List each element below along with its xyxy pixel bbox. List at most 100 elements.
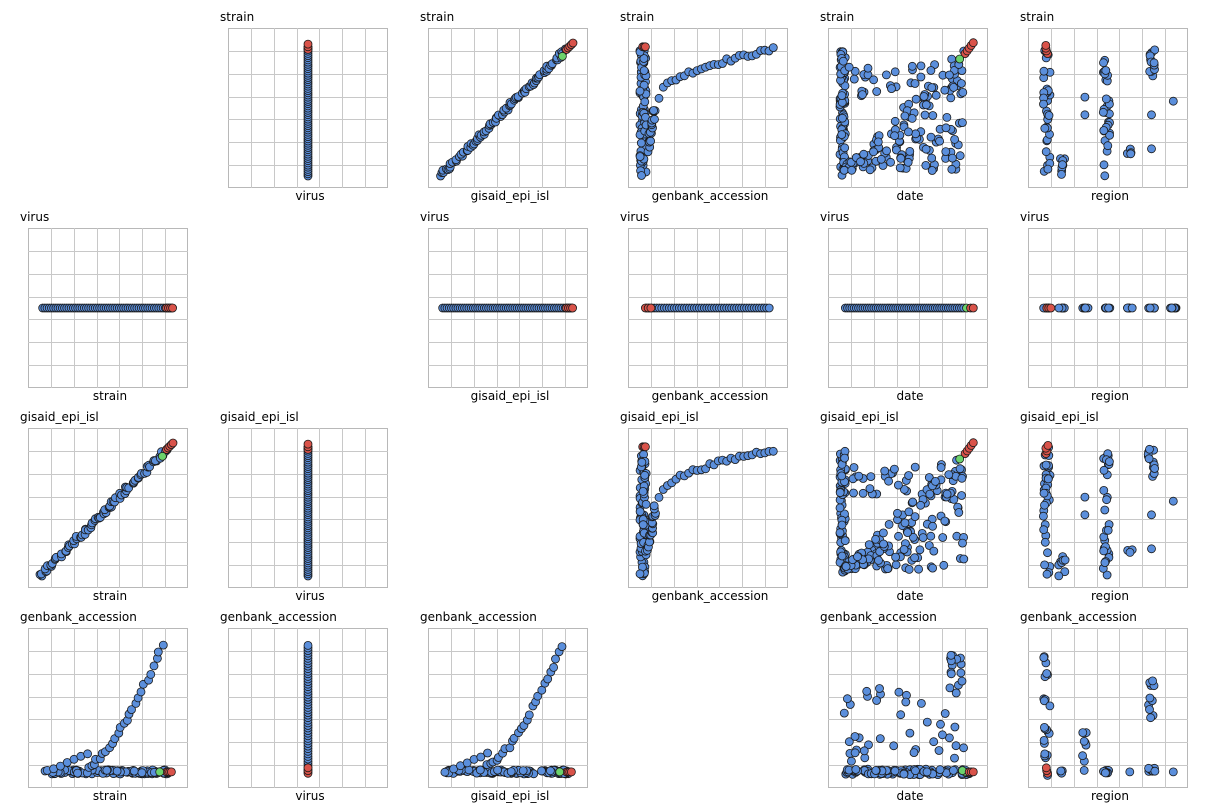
data-point [900, 518, 910, 528]
subplot-genbank_accession-vs-gisaid_epi_isl: genbank_accession gisaid_epi_isl [420, 608, 600, 808]
data-point [1043, 164, 1053, 174]
data-point [887, 84, 896, 93]
data-point [929, 546, 939, 556]
data-point [1147, 110, 1156, 120]
data-point [639, 80, 649, 90]
data-point [640, 97, 650, 107]
data-point [875, 684, 884, 693]
data-point [303, 640, 313, 650]
data-point [866, 472, 876, 481]
data-point [909, 748, 919, 757]
data-point [546, 766, 555, 776]
data-point [1099, 486, 1109, 495]
data-point [1099, 465, 1109, 475]
data-point [166, 767, 176, 777]
data-point [1039, 525, 1049, 535]
data-point [904, 564, 914, 574]
data-point [926, 531, 936, 541]
subplot-y-label: genbank_accession [420, 610, 537, 624]
data-point [875, 734, 885, 743]
data-point [638, 487, 648, 496]
plot-area [1028, 228, 1188, 388]
plot-area [628, 228, 788, 388]
data-point [958, 88, 968, 97]
data-point [440, 767, 450, 777]
data-point [555, 767, 565, 777]
data-point [1145, 705, 1154, 714]
data-point [957, 676, 967, 686]
subplot-x-label: genbank_accession [651, 189, 769, 203]
data-point [851, 765, 861, 774]
data-point [853, 552, 862, 562]
data-point [127, 705, 136, 714]
data-point [518, 766, 528, 776]
data-point [882, 70, 891, 80]
data-point [840, 536, 850, 546]
data-point [954, 508, 964, 517]
data-point [635, 569, 645, 579]
data-point [639, 54, 649, 63]
data-point [1099, 126, 1109, 135]
data-point [1060, 567, 1070, 577]
data-point [949, 83, 958, 92]
data-point [639, 66, 649, 75]
data-point [1145, 693, 1155, 703]
data-point [768, 43, 778, 53]
data-point [890, 67, 900, 77]
data-point [1150, 464, 1159, 473]
data-point [869, 75, 878, 85]
data-point [905, 728, 915, 738]
subplot-genbank_accession-vs-virus: genbank_accession virus [220, 608, 400, 808]
subplot-y-label: gisaid_epi_isl [220, 410, 299, 424]
data-point [1168, 496, 1178, 506]
data-point [916, 61, 926, 71]
subplot-strain-vs-region: strain region [1020, 8, 1200, 208]
data-point [968, 438, 978, 448]
plot-frame [428, 628, 588, 788]
subplot-y-label: genbank_accession [220, 610, 337, 624]
subplot-genbank_accession-vs-region: genbank_accession region [1020, 608, 1200, 808]
plot-area [828, 28, 988, 188]
data-point [883, 564, 893, 574]
plot-area [228, 628, 388, 788]
data-point [894, 687, 904, 697]
data-point [890, 766, 900, 776]
plot-area [428, 28, 588, 188]
data-point [950, 722, 960, 732]
subplot-gisaid_epi_isl-vs-genbank_accession: gisaid_epi_isl genbank_accession [620, 408, 800, 608]
data-point [837, 91, 847, 100]
subplot-x-label: date [896, 389, 924, 403]
data-point [936, 719, 945, 729]
data-point [1101, 66, 1111, 75]
data-point [915, 545, 925, 555]
data-point [891, 560, 901, 570]
data-point [842, 694, 852, 704]
data-point [949, 765, 958, 775]
data-point [146, 670, 156, 679]
data-point [168, 438, 178, 448]
data-point [928, 521, 937, 531]
data-point [927, 83, 937, 92]
data-point [859, 746, 869, 756]
data-point [1058, 160, 1067, 170]
subplot-y-label: genbank_accession [1020, 610, 1137, 624]
data-point [646, 303, 656, 313]
data-point [854, 471, 864, 481]
data-point [1056, 766, 1066, 776]
subplot-y-label: genbank_accession [20, 610, 137, 624]
data-point [557, 51, 567, 61]
data-point [871, 766, 881, 775]
data-point [955, 454, 965, 464]
data-point [1103, 525, 1113, 535]
data-point [1125, 767, 1135, 777]
data-point [533, 691, 543, 701]
data-point [149, 661, 159, 671]
data-point [926, 132, 936, 142]
data-point [1043, 440, 1053, 450]
data-point [884, 476, 893, 486]
data-point [957, 118, 967, 127]
data-point [886, 157, 895, 167]
data-point [1039, 66, 1049, 76]
data-point [916, 500, 925, 510]
data-point [890, 464, 899, 474]
